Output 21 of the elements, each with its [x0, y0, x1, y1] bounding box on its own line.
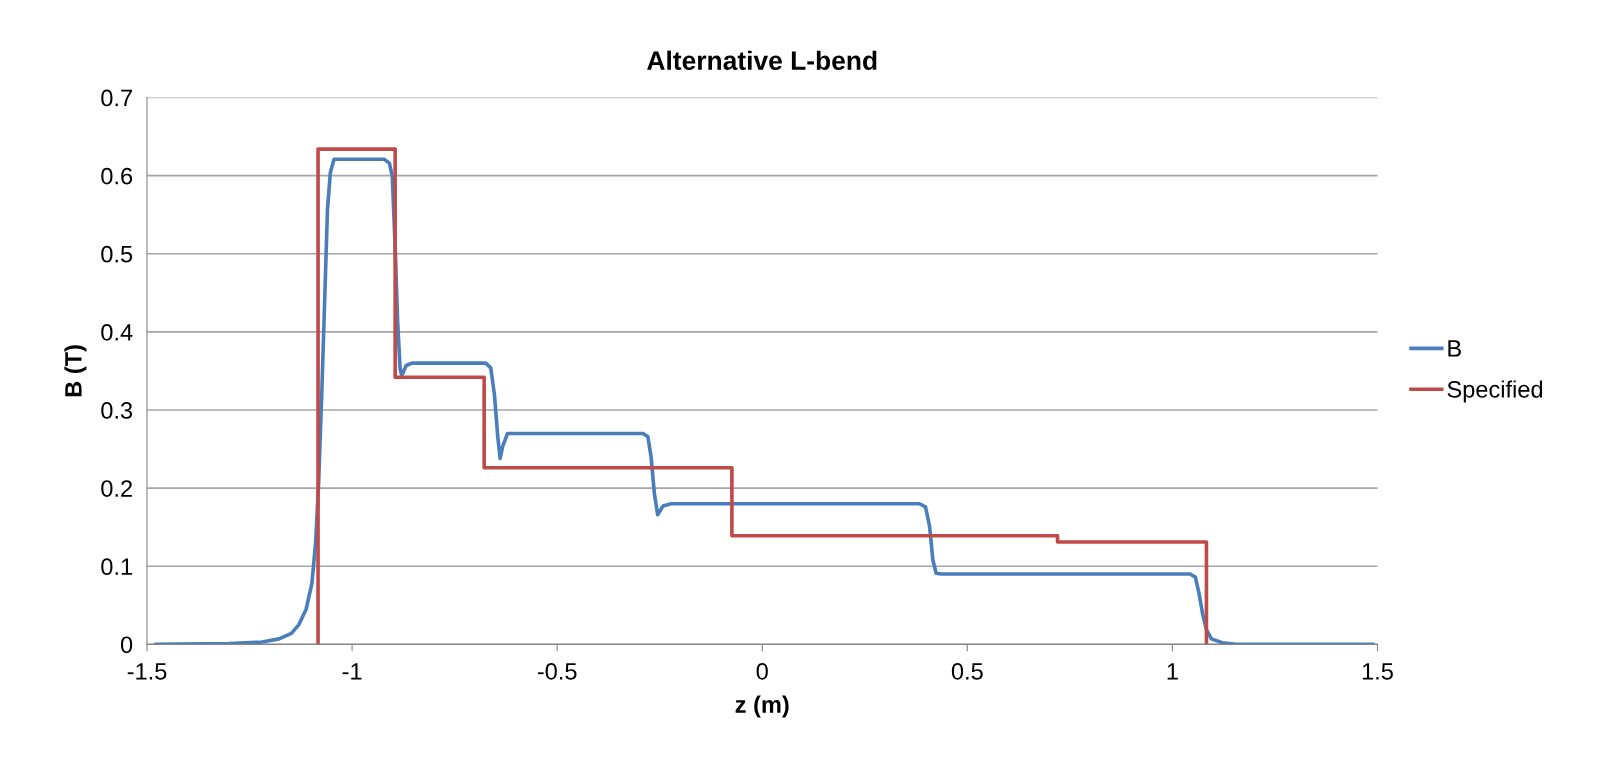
y-tick-label: 0.7: [101, 89, 132, 107]
chart-title: Alternative L-bend: [647, 50, 877, 71]
x-axis-title: z (m): [735, 695, 789, 718]
x-tick-label: 1: [1167, 663, 1178, 680]
y-tick-label: 0.5: [101, 245, 133, 263]
x-tick-label: 1.5: [1362, 663, 1393, 680]
y-axis-title: B (T): [64, 345, 87, 397]
x-tick-label: 0: [756, 663, 768, 680]
y-tick-label: 0: [120, 636, 133, 654]
x-tick-label: -1.5: [127, 663, 167, 680]
y-tick-label: 0.4: [101, 323, 133, 341]
legend-label: Specified: [1447, 380, 1543, 403]
line-series: [316, 147, 1209, 645]
y-tick-label: 0.6: [101, 167, 133, 185]
x-tick-label: -1: [342, 663, 362, 680]
y-tick-label: 0.2: [101, 480, 132, 497]
y-tick-label: 0.1: [101, 558, 132, 576]
x-tick-label: 0.5: [951, 663, 983, 680]
y-tick-label: 0.3: [101, 402, 133, 419]
legend-label: B: [1448, 340, 1461, 357]
x-tick-label: -0.5: [537, 663, 577, 680]
